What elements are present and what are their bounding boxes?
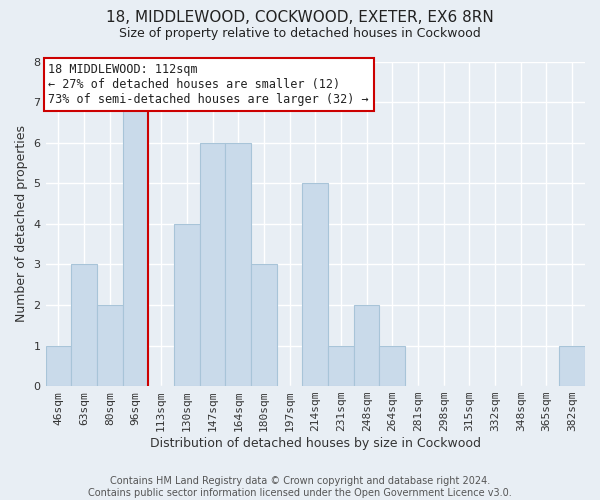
Bar bbox=[302, 183, 328, 386]
Y-axis label: Number of detached properties: Number of detached properties bbox=[15, 126, 28, 322]
Bar bbox=[251, 264, 277, 386]
Bar bbox=[559, 346, 585, 386]
Bar bbox=[174, 224, 200, 386]
Bar bbox=[97, 305, 122, 386]
Bar bbox=[379, 346, 405, 386]
Bar bbox=[71, 264, 97, 386]
Bar bbox=[328, 346, 354, 386]
Text: Size of property relative to detached houses in Cockwood: Size of property relative to detached ho… bbox=[119, 28, 481, 40]
X-axis label: Distribution of detached houses by size in Cockwood: Distribution of detached houses by size … bbox=[150, 437, 481, 450]
Bar bbox=[354, 305, 379, 386]
Text: 18, MIDDLEWOOD, COCKWOOD, EXETER, EX6 8RN: 18, MIDDLEWOOD, COCKWOOD, EXETER, EX6 8R… bbox=[106, 10, 494, 25]
Text: 18 MIDDLEWOOD: 112sqm
← 27% of detached houses are smaller (12)
73% of semi-deta: 18 MIDDLEWOOD: 112sqm ← 27% of detached … bbox=[48, 63, 369, 106]
Text: Contains HM Land Registry data © Crown copyright and database right 2024.
Contai: Contains HM Land Registry data © Crown c… bbox=[88, 476, 512, 498]
Bar bbox=[122, 102, 148, 386]
Bar bbox=[46, 346, 71, 386]
Bar bbox=[200, 142, 226, 386]
Bar bbox=[226, 142, 251, 386]
